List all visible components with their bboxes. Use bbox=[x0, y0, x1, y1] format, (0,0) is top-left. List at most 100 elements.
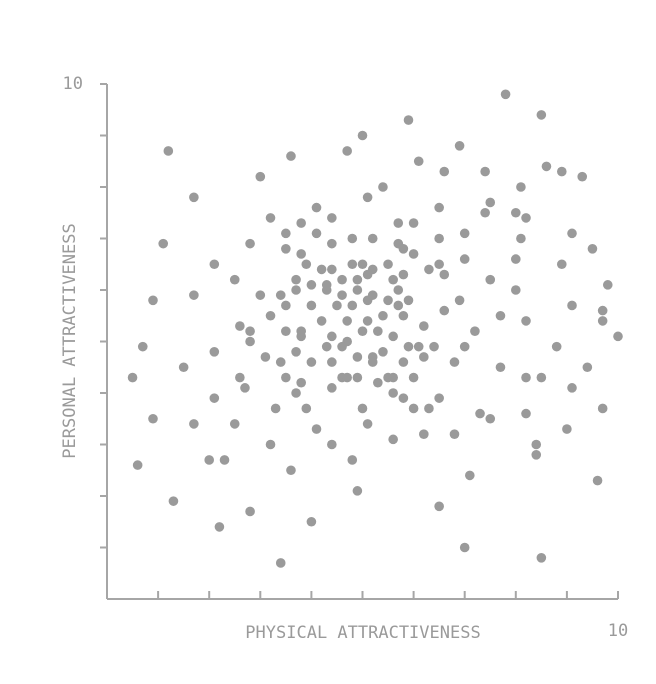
point bbox=[516, 182, 526, 192]
point bbox=[597, 316, 608, 326]
point bbox=[597, 403, 608, 414]
point bbox=[577, 171, 588, 182]
point bbox=[470, 326, 480, 337]
point bbox=[311, 424, 322, 434]
point bbox=[245, 506, 255, 517]
point bbox=[357, 403, 368, 414]
point bbox=[281, 244, 291, 254]
point bbox=[296, 377, 306, 388]
point bbox=[286, 151, 296, 161]
point bbox=[316, 264, 327, 275]
point bbox=[306, 357, 317, 367]
point bbox=[454, 141, 465, 151]
point bbox=[408, 218, 419, 228]
point bbox=[240, 383, 250, 393]
point bbox=[480, 166, 490, 177]
point bbox=[235, 321, 245, 331]
point bbox=[229, 274, 240, 285]
point bbox=[521, 316, 531, 326]
point bbox=[158, 238, 169, 249]
point bbox=[301, 259, 312, 270]
point bbox=[352, 285, 363, 295]
point bbox=[521, 372, 531, 383]
point bbox=[465, 470, 475, 481]
point bbox=[352, 352, 363, 362]
point bbox=[306, 516, 317, 527]
point bbox=[321, 285, 332, 295]
point bbox=[516, 233, 526, 244]
point bbox=[245, 326, 255, 337]
point bbox=[434, 501, 444, 512]
point bbox=[332, 300, 342, 311]
point bbox=[556, 166, 567, 177]
point bbox=[536, 110, 547, 120]
point bbox=[132, 460, 143, 470]
point bbox=[521, 213, 531, 223]
point bbox=[265, 439, 276, 450]
point bbox=[311, 202, 322, 213]
point bbox=[281, 228, 291, 239]
point bbox=[511, 207, 521, 218]
point bbox=[296, 331, 306, 342]
point bbox=[342, 146, 352, 156]
point bbox=[419, 352, 429, 362]
point bbox=[567, 383, 577, 393]
point bbox=[398, 244, 409, 254]
point bbox=[485, 413, 496, 424]
point bbox=[281, 372, 291, 383]
point bbox=[301, 403, 312, 414]
point bbox=[291, 274, 301, 285]
point bbox=[419, 429, 429, 440]
point bbox=[398, 357, 409, 367]
point bbox=[383, 259, 393, 270]
x-axis-label: PHYSICAL ATTRACTIVENESS bbox=[245, 623, 480, 643]
point bbox=[383, 295, 393, 306]
point bbox=[413, 341, 424, 352]
point bbox=[327, 213, 337, 223]
point bbox=[378, 182, 388, 192]
point bbox=[485, 274, 496, 285]
point bbox=[327, 357, 337, 367]
point bbox=[296, 218, 306, 228]
point bbox=[398, 310, 409, 321]
point bbox=[459, 542, 470, 553]
point bbox=[521, 408, 531, 419]
point bbox=[357, 326, 368, 337]
point bbox=[419, 321, 429, 331]
point bbox=[511, 254, 521, 264]
point bbox=[229, 419, 240, 429]
point bbox=[245, 336, 255, 347]
point bbox=[531, 439, 542, 450]
point bbox=[551, 341, 562, 352]
point bbox=[403, 295, 414, 306]
point bbox=[255, 171, 266, 182]
point bbox=[286, 465, 296, 476]
point bbox=[367, 233, 378, 244]
point bbox=[352, 486, 363, 496]
point bbox=[597, 305, 608, 316]
point bbox=[352, 372, 363, 383]
point bbox=[327, 383, 337, 393]
point bbox=[281, 326, 291, 337]
point bbox=[403, 341, 414, 352]
point bbox=[189, 419, 199, 429]
point bbox=[582, 362, 593, 373]
point bbox=[388, 372, 398, 383]
point bbox=[189, 192, 199, 203]
point bbox=[567, 228, 577, 239]
point bbox=[209, 347, 220, 357]
point bbox=[148, 295, 158, 306]
point bbox=[408, 372, 419, 383]
point bbox=[306, 280, 317, 290]
point bbox=[592, 475, 603, 486]
point bbox=[291, 388, 301, 398]
point bbox=[362, 316, 373, 326]
point bbox=[459, 228, 470, 239]
point bbox=[137, 341, 148, 352]
point bbox=[337, 274, 347, 285]
point bbox=[296, 249, 306, 259]
point bbox=[337, 290, 347, 300]
point bbox=[429, 341, 439, 352]
point bbox=[255, 290, 266, 300]
